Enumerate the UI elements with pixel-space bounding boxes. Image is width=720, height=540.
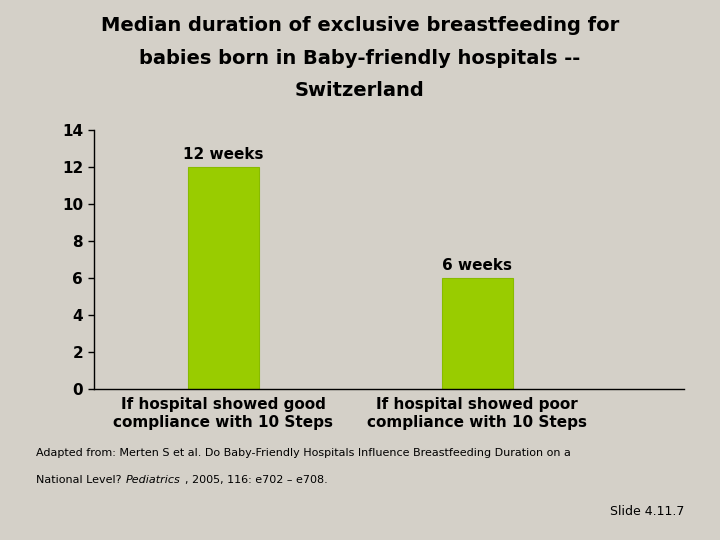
Text: , 2005, 116: e702 – e708.: , 2005, 116: e702 – e708. [185,475,328,485]
Text: 12 weeks: 12 weeks [183,147,264,162]
Text: Median duration of exclusive breastfeeding for: Median duration of exclusive breastfeedi… [101,16,619,35]
Text: 6 weeks: 6 weeks [442,258,513,273]
Bar [442,278,513,389]
Bar [188,167,259,389]
Text: Pediatrics: Pediatrics [126,475,181,485]
Text: Switzerland: Switzerland [295,81,425,100]
Text: Slide 4.11.7: Slide 4.11.7 [610,505,684,518]
Text: babies born in Baby-friendly hospitals --: babies born in Baby-friendly hospitals -… [140,49,580,68]
Text: National Level?: National Level? [36,475,125,485]
Text: Adapted from: Merten S et al. Do Baby-Friendly Hospitals Influence Breastfeeding: Adapted from: Merten S et al. Do Baby-Fr… [36,448,571,458]
